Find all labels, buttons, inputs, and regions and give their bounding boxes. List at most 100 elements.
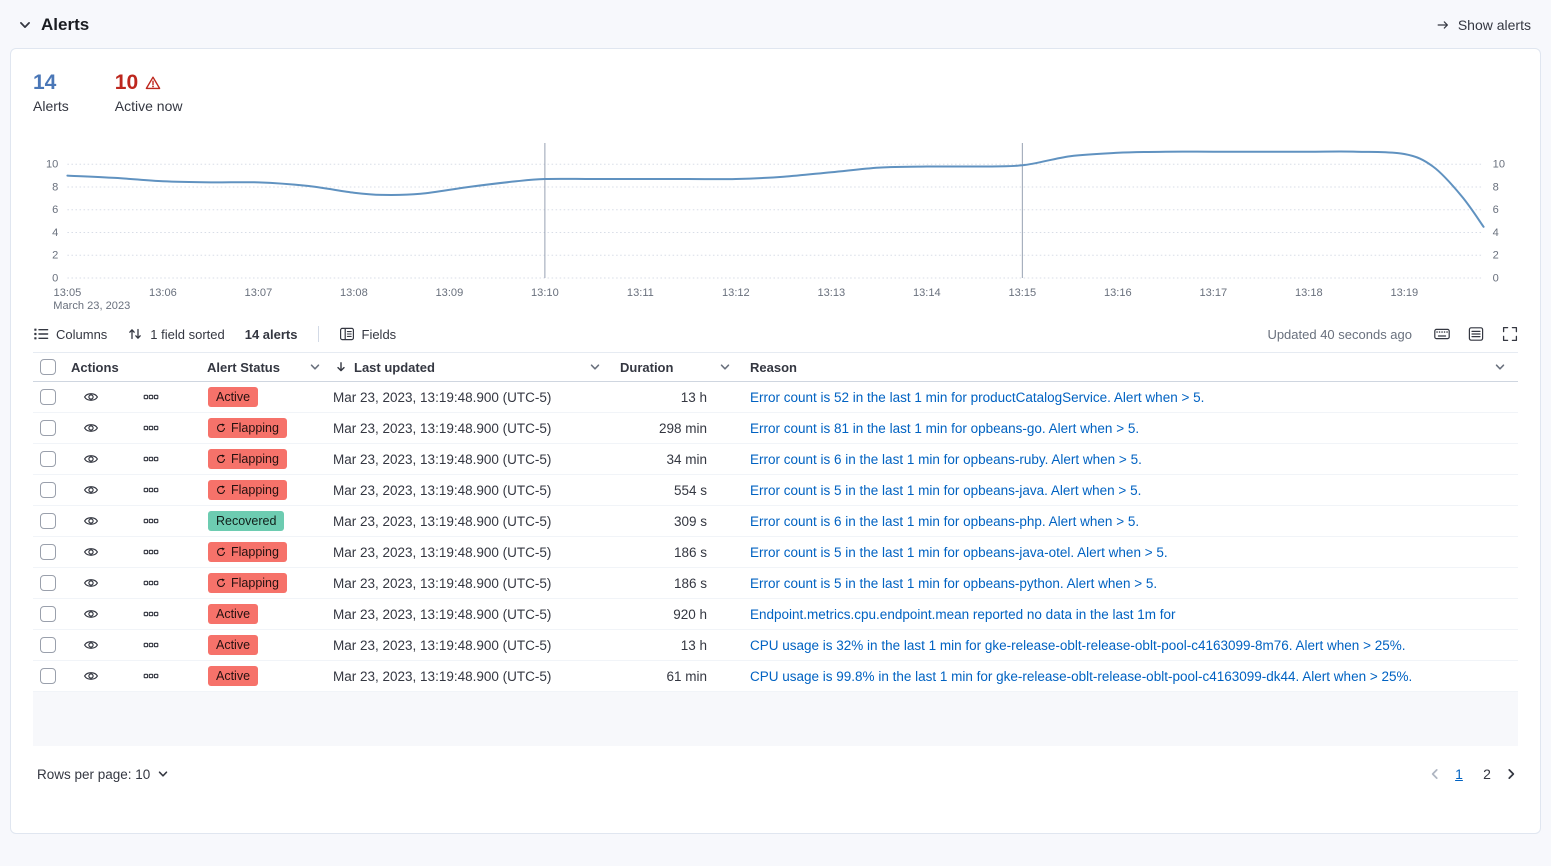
flapping-icon bbox=[216, 454, 226, 464]
duration-cell: 61 min bbox=[666, 668, 707, 684]
status-badge: Flapping bbox=[208, 418, 287, 439]
table-empty-space bbox=[33, 692, 1518, 747]
previous-page-button[interactable] bbox=[1428, 767, 1442, 781]
table-body: Active Mar 23, 2023, 13:19:48.900 (UTC-5… bbox=[33, 382, 1518, 693]
svg-text:0: 0 bbox=[52, 273, 58, 285]
reason-link[interactable]: Error count is 5 in the last 1 min for o… bbox=[750, 482, 1142, 498]
rows-per-page-button[interactable]: Rows per page: 10 bbox=[37, 767, 169, 782]
row-checkbox[interactable] bbox=[40, 637, 56, 654]
table-row: Flapping Mar 23, 2023, 13:19:48.900 (UTC… bbox=[33, 475, 1518, 507]
reason-link[interactable]: Error count is 6 in the last 1 min for o… bbox=[750, 513, 1140, 529]
status-header[interactable]: Alert Status bbox=[207, 360, 333, 375]
show-alerts-link[interactable]: Show alerts bbox=[1436, 17, 1531, 33]
alerts-table: Actions Alert Status Last updated bbox=[11, 352, 1540, 747]
status-label: Active bbox=[216, 390, 251, 405]
view-alert-details-button[interactable] bbox=[83, 575, 99, 591]
alerts-stats: 14 Alerts 10 Active now bbox=[11, 71, 1540, 114]
view-alert-details-button[interactable] bbox=[83, 482, 99, 498]
duration-cell: 13 h bbox=[680, 637, 707, 653]
reason-link[interactable]: Endpoint.metrics.cpu.endpoint.mean repor… bbox=[750, 606, 1176, 622]
status-badge: Recovered bbox=[208, 511, 285, 532]
duration-cell: 920 h bbox=[673, 606, 707, 622]
reason-link[interactable]: Error count is 52 in the last 1 min for … bbox=[750, 389, 1205, 405]
flapping-icon bbox=[216, 578, 226, 588]
row-checkbox[interactable] bbox=[40, 544, 56, 561]
svg-text:8: 8 bbox=[1493, 182, 1499, 194]
reason-link[interactable]: Error count is 6 in the last 1 min for o… bbox=[750, 451, 1142, 467]
more-actions-button[interactable] bbox=[143, 575, 159, 591]
fields-button[interactable]: Fields bbox=[339, 326, 396, 342]
row-checkbox[interactable] bbox=[40, 451, 56, 468]
reason-link[interactable]: Error count is 5 in the last 1 min for o… bbox=[750, 575, 1158, 591]
last-updated-header[interactable]: Last updated bbox=[335, 360, 613, 375]
more-actions-button[interactable] bbox=[143, 668, 159, 684]
more-actions-button[interactable] bbox=[143, 389, 159, 405]
eye-icon bbox=[83, 482, 99, 498]
status-badge: Active bbox=[208, 635, 259, 656]
more-actions-button[interactable] bbox=[143, 451, 159, 467]
status-label: Flapping bbox=[231, 576, 279, 591]
sort-fields-button[interactable]: 1 field sorted bbox=[127, 326, 225, 342]
more-actions-button[interactable] bbox=[143, 544, 159, 560]
active-now-stat: 10 Active now bbox=[115, 71, 183, 114]
fullscreen-button[interactable] bbox=[1502, 326, 1518, 342]
reason-link[interactable]: Error count is 5 in the last 1 min for o… bbox=[750, 544, 1168, 560]
more-actions-button[interactable] bbox=[143, 420, 159, 436]
row-checkbox[interactable] bbox=[40, 668, 56, 685]
last-updated-cell: Mar 23, 2023, 13:19:48.900 (UTC-5) bbox=[333, 668, 552, 684]
page-2-button[interactable]: 2 bbox=[1476, 762, 1498, 786]
select-all-checkbox[interactable] bbox=[40, 359, 56, 376]
table-row: Active Mar 23, 2023, 13:19:48.900 (UTC-5… bbox=[33, 630, 1518, 662]
more-actions-button[interactable] bbox=[143, 513, 159, 529]
table-row: Flapping Mar 23, 2023, 13:19:48.900 (UTC… bbox=[33, 413, 1518, 445]
view-alert-details-button[interactable] bbox=[83, 420, 99, 436]
keyboard-shortcuts-button[interactable] bbox=[1434, 326, 1450, 342]
row-checkbox[interactable] bbox=[40, 606, 56, 623]
row-checkbox[interactable] bbox=[40, 420, 56, 437]
next-page-button[interactable] bbox=[1504, 767, 1518, 781]
collapse-alerts-button[interactable] bbox=[18, 18, 32, 32]
duration-cell: 298 min bbox=[658, 420, 707, 436]
more-actions-button[interactable] bbox=[143, 637, 159, 653]
eye-icon bbox=[83, 575, 99, 591]
active-now-label: Active now bbox=[114, 98, 183, 115]
view-alert-details-button[interactable] bbox=[83, 544, 99, 560]
view-alert-details-button[interactable] bbox=[83, 606, 99, 622]
svg-text:10: 10 bbox=[1493, 159, 1505, 171]
chevron-down-icon bbox=[1494, 361, 1506, 373]
row-checkbox[interactable] bbox=[40, 575, 56, 592]
row-checkbox[interactable] bbox=[40, 482, 56, 499]
fields-icon bbox=[339, 326, 355, 342]
svg-text:10: 10 bbox=[46, 159, 58, 171]
display-options-button[interactable] bbox=[1468, 326, 1484, 342]
last-updated-cell: Mar 23, 2023, 13:19:48.900 (UTC-5) bbox=[333, 513, 552, 529]
reason-link[interactable]: Error count is 81 in the last 1 min for … bbox=[750, 420, 1140, 436]
more-actions-button[interactable] bbox=[143, 482, 159, 498]
header-options-button[interactable] bbox=[1494, 361, 1506, 373]
reason-link[interactable]: CPU usage is 99.8% in the last 1 min for… bbox=[750, 668, 1413, 684]
reason-link[interactable]: CPU usage is 32% in the last 1 min for g… bbox=[750, 637, 1406, 653]
duration-cell: 309 s bbox=[673, 513, 707, 529]
last-updated-cell: Mar 23, 2023, 13:19:48.900 (UTC-5) bbox=[333, 389, 552, 405]
updated-timestamp: Updated 40 seconds ago bbox=[1267, 326, 1412, 342]
status-label: Flapping bbox=[231, 545, 279, 560]
view-alert-details-button[interactable] bbox=[83, 637, 99, 653]
row-checkbox[interactable] bbox=[40, 513, 56, 530]
status-badge: Flapping bbox=[208, 542, 287, 563]
page-1-button[interactable]: 1 bbox=[1448, 762, 1470, 786]
duration-header[interactable]: Duration bbox=[620, 360, 743, 375]
svg-text:13:08: 13:08 bbox=[340, 287, 368, 299]
view-alert-details-button[interactable] bbox=[83, 451, 99, 467]
boxes-horizontal-icon bbox=[143, 389, 159, 405]
columns-button[interactable]: Columns bbox=[33, 326, 107, 342]
view-alert-details-button[interactable] bbox=[83, 389, 99, 405]
boxes-horizontal-icon bbox=[143, 420, 159, 436]
more-actions-button[interactable] bbox=[143, 606, 159, 622]
view-alert-details-button[interactable] bbox=[83, 513, 99, 529]
show-alerts-label: Show alerts bbox=[1457, 17, 1531, 33]
svg-text:13:10: 13:10 bbox=[531, 287, 559, 299]
row-checkbox[interactable] bbox=[40, 389, 56, 406]
view-alert-details-button[interactable] bbox=[83, 668, 99, 684]
